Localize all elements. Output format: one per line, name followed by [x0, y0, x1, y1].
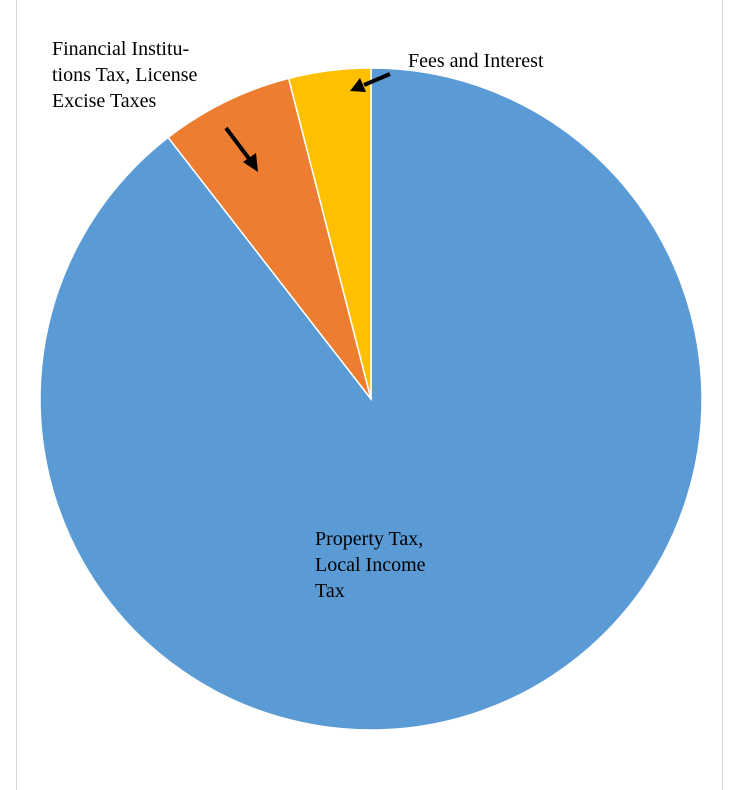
pie-slice	[167, 77, 372, 400]
annotation-arrow	[350, 72, 391, 92]
pie-slice	[287, 67, 372, 400]
slice-label: Financial Institu- tions Tax, License Ex…	[52, 38, 198, 112]
slice-label: Fees and Interest	[408, 50, 544, 72]
pie	[39, 67, 703, 731]
annotation-arrow	[224, 126, 258, 172]
slice-label: Property Tax, Local Income Tax	[315, 528, 426, 602]
